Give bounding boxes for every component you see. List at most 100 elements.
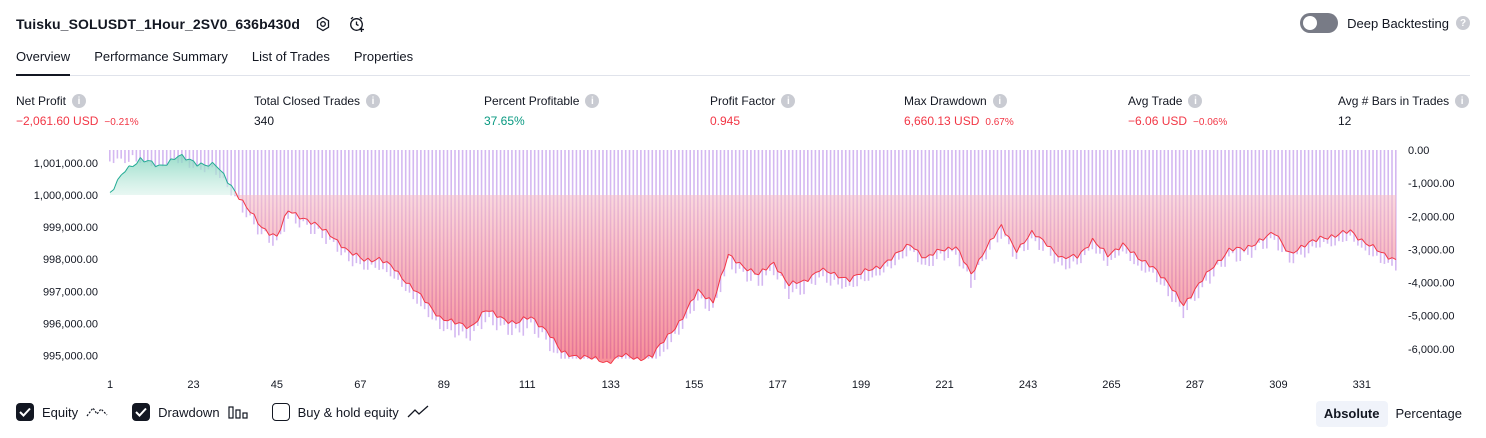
equity-line-segment (1103, 248, 1109, 258)
equity-line-segment (674, 320, 680, 330)
equity-line-segment (1350, 229, 1355, 234)
tab-overview[interactable]: Overview (16, 46, 71, 76)
equity-line-segment (671, 328, 676, 334)
equity-line-segment (599, 360, 604, 364)
equity-line-segment (970, 269, 976, 275)
equity-line-segment (765, 264, 771, 271)
equity-line-segment (155, 164, 160, 168)
y-right-tick-label: -1,000.00 (1408, 178, 1454, 190)
equity-line-segment (773, 262, 779, 272)
metric-value: 340 (254, 114, 275, 128)
info-icon[interactable]: i (585, 94, 600, 108)
equity-line-segment (193, 160, 198, 167)
equity-line-icon (86, 405, 108, 419)
x-tick-label: 45 (271, 379, 283, 391)
equity-line-segment (875, 265, 881, 270)
equity-checkbox[interactable]: Equity (16, 403, 108, 421)
equity-line-segment (879, 263, 885, 270)
checkbox-checked[interactable] (16, 403, 34, 421)
equity-line-segment (470, 323, 475, 327)
percentage-button[interactable]: Percentage (1395, 406, 1463, 421)
equity-line-segment (1190, 288, 1196, 298)
drawdown-bar (237, 150, 240, 199)
equity-line-segment (1202, 272, 1207, 282)
equity-line-segment (337, 239, 342, 248)
equity-line-segment (253, 213, 259, 224)
equity-line-segment (1232, 246, 1238, 252)
equity-line-segment (936, 248, 941, 251)
deep-backtesting-toggle[interactable] (1300, 13, 1339, 33)
equity-line-segment (1137, 258, 1143, 262)
x-tick-label: 133 (602, 379, 620, 391)
info-icon[interactable]: i (781, 94, 796, 108)
equity-line-segment (204, 164, 209, 167)
equity-line-segment (1380, 251, 1385, 254)
equity-line-segment (1065, 256, 1070, 260)
tab-properties[interactable]: Properties (353, 49, 414, 64)
drawdown-bar (154, 150, 157, 168)
y-left-tick-label: 1,000,000.00 (34, 190, 98, 202)
x-axis: 1 23 45 67 89 111 133 155 177 199 221 243 265 287 309 3… (107, 379, 1371, 391)
equity-line-segment (1027, 230, 1033, 238)
settings-icon[interactable] (312, 13, 334, 35)
equity-line-segment (1224, 247, 1230, 255)
equity-line-segment (284, 210, 289, 217)
equity-line-segment (747, 268, 752, 272)
absolute-button[interactable]: Absolute (1315, 401, 1388, 427)
drawdown-bar (317, 150, 320, 229)
drawdown-bar (162, 150, 164, 167)
equity-line-segment (1277, 236, 1283, 244)
info-icon[interactable]: i (1188, 94, 1203, 108)
tab-performance-summary[interactable]: Performance Summary (94, 49, 228, 64)
metric-value: 6,660.13 USD (904, 114, 980, 128)
equity-line-segment (1115, 248, 1120, 251)
equity-line-segment (800, 279, 805, 283)
info-icon[interactable]: i (72, 94, 87, 108)
add-alert-icon[interactable] (346, 13, 368, 35)
drawdown-bar (283, 150, 286, 232)
y-axis-left: 1,001,000.00 1,000,000.00 999,000.00 998,00… (34, 158, 98, 363)
equity-chart[interactable]: 1,001,000.00 1,000,000.00 999,000.00 998,00… (0, 140, 1486, 395)
drawdown-label: Drawdown (158, 404, 220, 420)
equity-line-segment (1001, 224, 1006, 235)
metric-percent: −0.21% (104, 117, 139, 128)
equity-line-segment (117, 174, 122, 181)
tab-list-of-trades[interactable]: List of Trades (251, 49, 330, 64)
metric-label: Avg # Bars in Trades (1338, 94, 1450, 108)
info-icon[interactable]: i (992, 94, 1007, 108)
metric-label: Net Profit (16, 94, 67, 108)
help-icon[interactable]: ? (1456, 16, 1470, 30)
equity-line-segment (1020, 242, 1025, 245)
drawdown-bar (219, 150, 221, 178)
info-icon[interactable]: i (1455, 94, 1470, 108)
equity-line-segment (1376, 250, 1382, 253)
equity-line-segment (1228, 247, 1234, 252)
drawdown-bar (120, 150, 122, 159)
drawdown-bar (294, 150, 297, 224)
equity-line-segment (1346, 229, 1351, 234)
y-left-tick-label: 999,000.00 (43, 222, 98, 234)
equity-line-segment (978, 255, 983, 260)
equity-line-segment (549, 336, 554, 339)
equity-line-segment (1206, 269, 1211, 273)
buy-hold-checkbox[interactable]: Buy & hold equity (271, 403, 429, 421)
equity-line-segment (238, 198, 243, 201)
drawdown-bar (226, 150, 229, 188)
drawdown-bar (245, 150, 248, 218)
equity-line-segment (1221, 254, 1226, 261)
info-icon[interactable]: i (366, 94, 381, 108)
drawdown-checkbox[interactable]: Drawdown (132, 403, 248, 421)
equity-line-segment (466, 325, 471, 330)
checkbox-unchecked[interactable] (271, 403, 290, 421)
equity-line-segment (621, 352, 627, 358)
equity-line-segment (1141, 259, 1146, 262)
checkbox-checked[interactable] (132, 403, 151, 421)
equity-line-segment (618, 355, 623, 358)
drawdown-bars-icon (227, 405, 248, 419)
equity-line-segment (1361, 238, 1367, 244)
equity-line-segment (1031, 230, 1037, 238)
x-tick-label: 111 (519, 379, 536, 391)
equity-line-segment (853, 274, 858, 277)
equity-line-segment (363, 257, 369, 262)
equity-line-segment (1365, 243, 1370, 247)
